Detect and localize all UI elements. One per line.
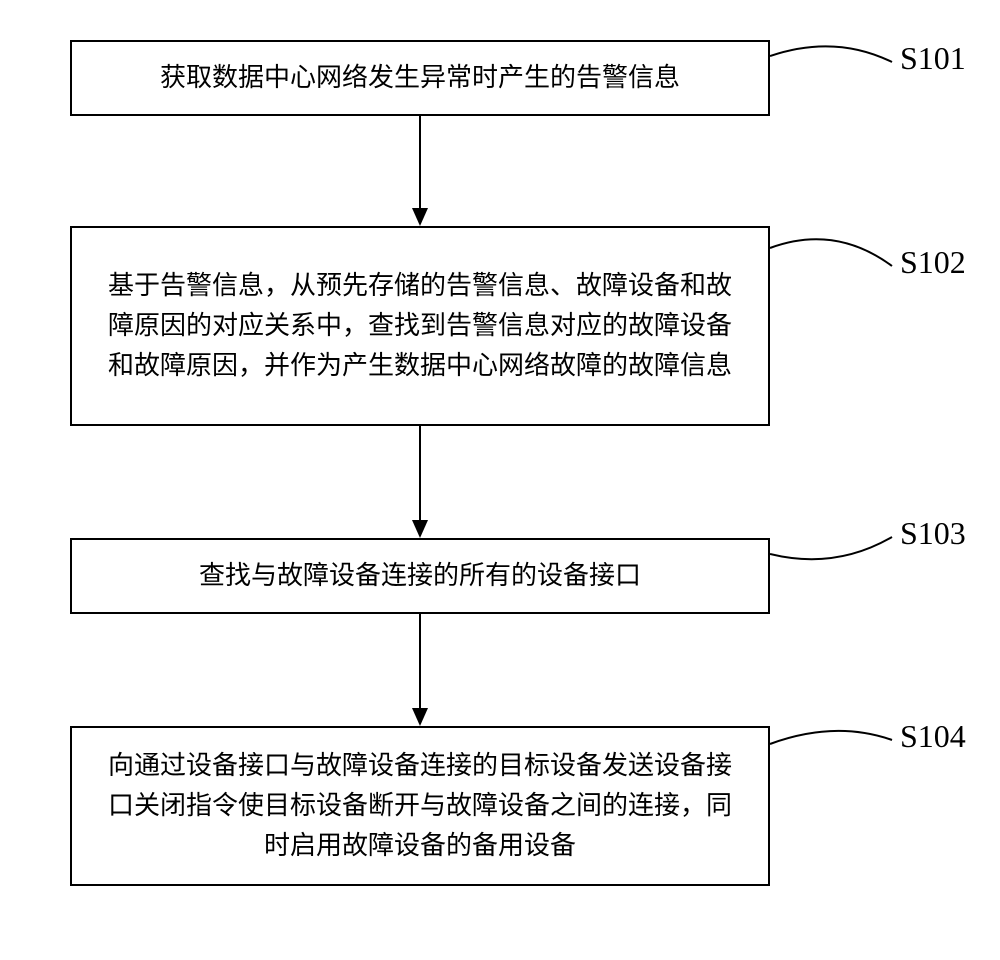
flow-step-1-text: 获取数据中心网络发生异常时产生的告警信息 bbox=[160, 58, 680, 98]
step-label-4: S104 bbox=[900, 718, 966, 755]
flow-step-1: 获取数据中心网络发生异常时产生的告警信息 bbox=[70, 40, 770, 116]
step-label-1: S101 bbox=[900, 40, 966, 77]
flow-step-2-text: 基于告警信息，从预先存储的告警信息、故障设备和故障原因的对应关系中，查找到告警信… bbox=[98, 266, 742, 387]
flow-step-4-text: 向通过设备接口与故障设备连接的目标设备发送设备接口关闭指令使目标设备断开与故障设… bbox=[98, 746, 742, 867]
label-connector-3 bbox=[770, 520, 900, 570]
flow-step-3: 查找与故障设备连接的所有的设备接口 bbox=[70, 538, 770, 614]
label-connector-1 bbox=[770, 40, 900, 90]
arrow-1-2 bbox=[410, 116, 430, 226]
label-connector-2 bbox=[770, 232, 900, 292]
arrow-3-4 bbox=[410, 614, 430, 726]
step-label-3: S103 bbox=[900, 515, 966, 552]
step-label-2: S102 bbox=[900, 244, 966, 281]
flow-step-3-text: 查找与故障设备连接的所有的设备接口 bbox=[199, 556, 641, 596]
arrow-2-3 bbox=[410, 426, 430, 538]
label-connector-4 bbox=[770, 724, 900, 764]
flow-step-2: 基于告警信息，从预先存储的告警信息、故障设备和故障原因的对应关系中，查找到告警信… bbox=[70, 226, 770, 426]
flow-step-4: 向通过设备接口与故障设备连接的目标设备发送设备接口关闭指令使目标设备断开与故障设… bbox=[70, 726, 770, 886]
